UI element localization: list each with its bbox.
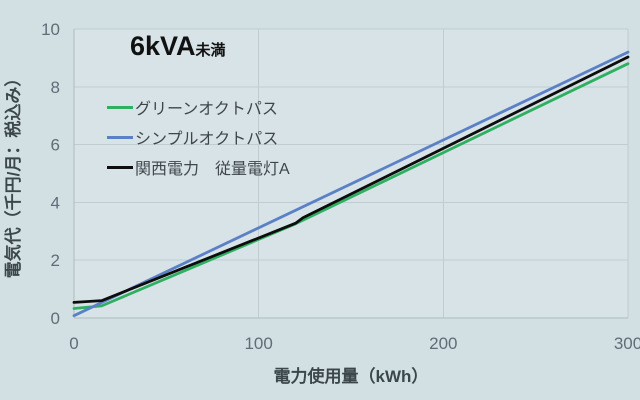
legend: グリーンオクトパス シンプルオクトパス 関西電力 従量電灯A — [107, 92, 290, 182]
x-tick-label: 100 — [244, 334, 272, 353]
legend-label-0: グリーンオクトパス — [135, 101, 278, 118]
x-tick-label: 200 — [429, 334, 457, 353]
legend-swatch-0 — [107, 105, 133, 109]
series-line-1 — [72, 50, 630, 318]
x-axis-title: 電力使用量（kWh） — [273, 367, 429, 386]
y-tick-label: 10 — [41, 20, 60, 39]
legend-row-0: グリーンオクトパス — [107, 92, 290, 122]
legend-label-1: シンプルオクトパス — [135, 131, 279, 148]
plot-area-fill — [74, 29, 628, 318]
legend-row-1: シンプルオクトパス — [107, 122, 290, 152]
legend-label-2: 関西電力 従量電灯A — [135, 161, 290, 178]
x-tick-label: 0 — [69, 334, 78, 353]
y-axis-title: 電気代（千円/月：税込み） — [4, 69, 23, 279]
chart-title: 6kVA未満 — [130, 33, 226, 60]
y-tick-label: 4 — [51, 193, 60, 212]
chart-title-suffix: 未満 — [195, 42, 226, 59]
y-tick-label: 6 — [51, 136, 60, 155]
legend-row-2: 関西電力 従量電灯A — [107, 152, 290, 182]
chart-title-main: 6kVA — [130, 31, 196, 61]
y-tick-label: 2 — [51, 251, 60, 270]
y-tick-label: 8 — [51, 78, 60, 97]
legend-swatch-2 — [107, 165, 133, 169]
series-line-0 — [72, 62, 630, 310]
series-line-2 — [72, 55, 630, 304]
y-tick-label: 0 — [51, 309, 60, 328]
legend-swatch-1 — [107, 135, 133, 139]
x-tick-label: 300 — [614, 334, 640, 353]
